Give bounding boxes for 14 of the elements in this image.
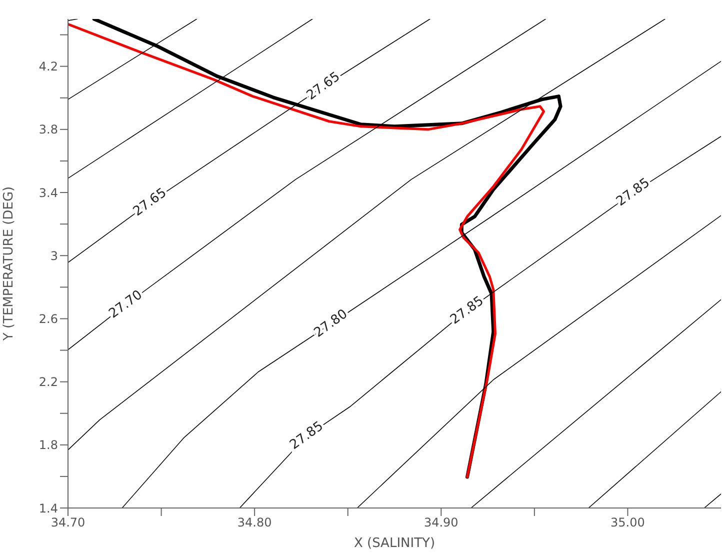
y-tick-label: 1.4 bbox=[38, 501, 58, 516]
x-tick-label: 34.90 bbox=[424, 516, 458, 530]
x-tick-label: 34.70 bbox=[50, 516, 86, 530]
x-axis-title: X (SALINITY) bbox=[354, 536, 436, 552]
y-tick-label: 3.4 bbox=[38, 186, 58, 200]
y-tick-label: 1.8 bbox=[38, 438, 58, 452]
y-tick-label: 2.2 bbox=[38, 375, 58, 390]
y-tick-label: 3.8 bbox=[38, 122, 58, 137]
x-tick-label: 34.80 bbox=[237, 516, 272, 530]
y-tick-label: 4.2 bbox=[38, 60, 58, 74]
y-tick-label: 3 bbox=[50, 248, 58, 263]
x-tick-label: 35.00 bbox=[610, 516, 645, 530]
y-axis-title: Y (TEMPERATURE (DEG) bbox=[2, 186, 17, 342]
y-tick-label: 2.6 bbox=[38, 312, 58, 326]
